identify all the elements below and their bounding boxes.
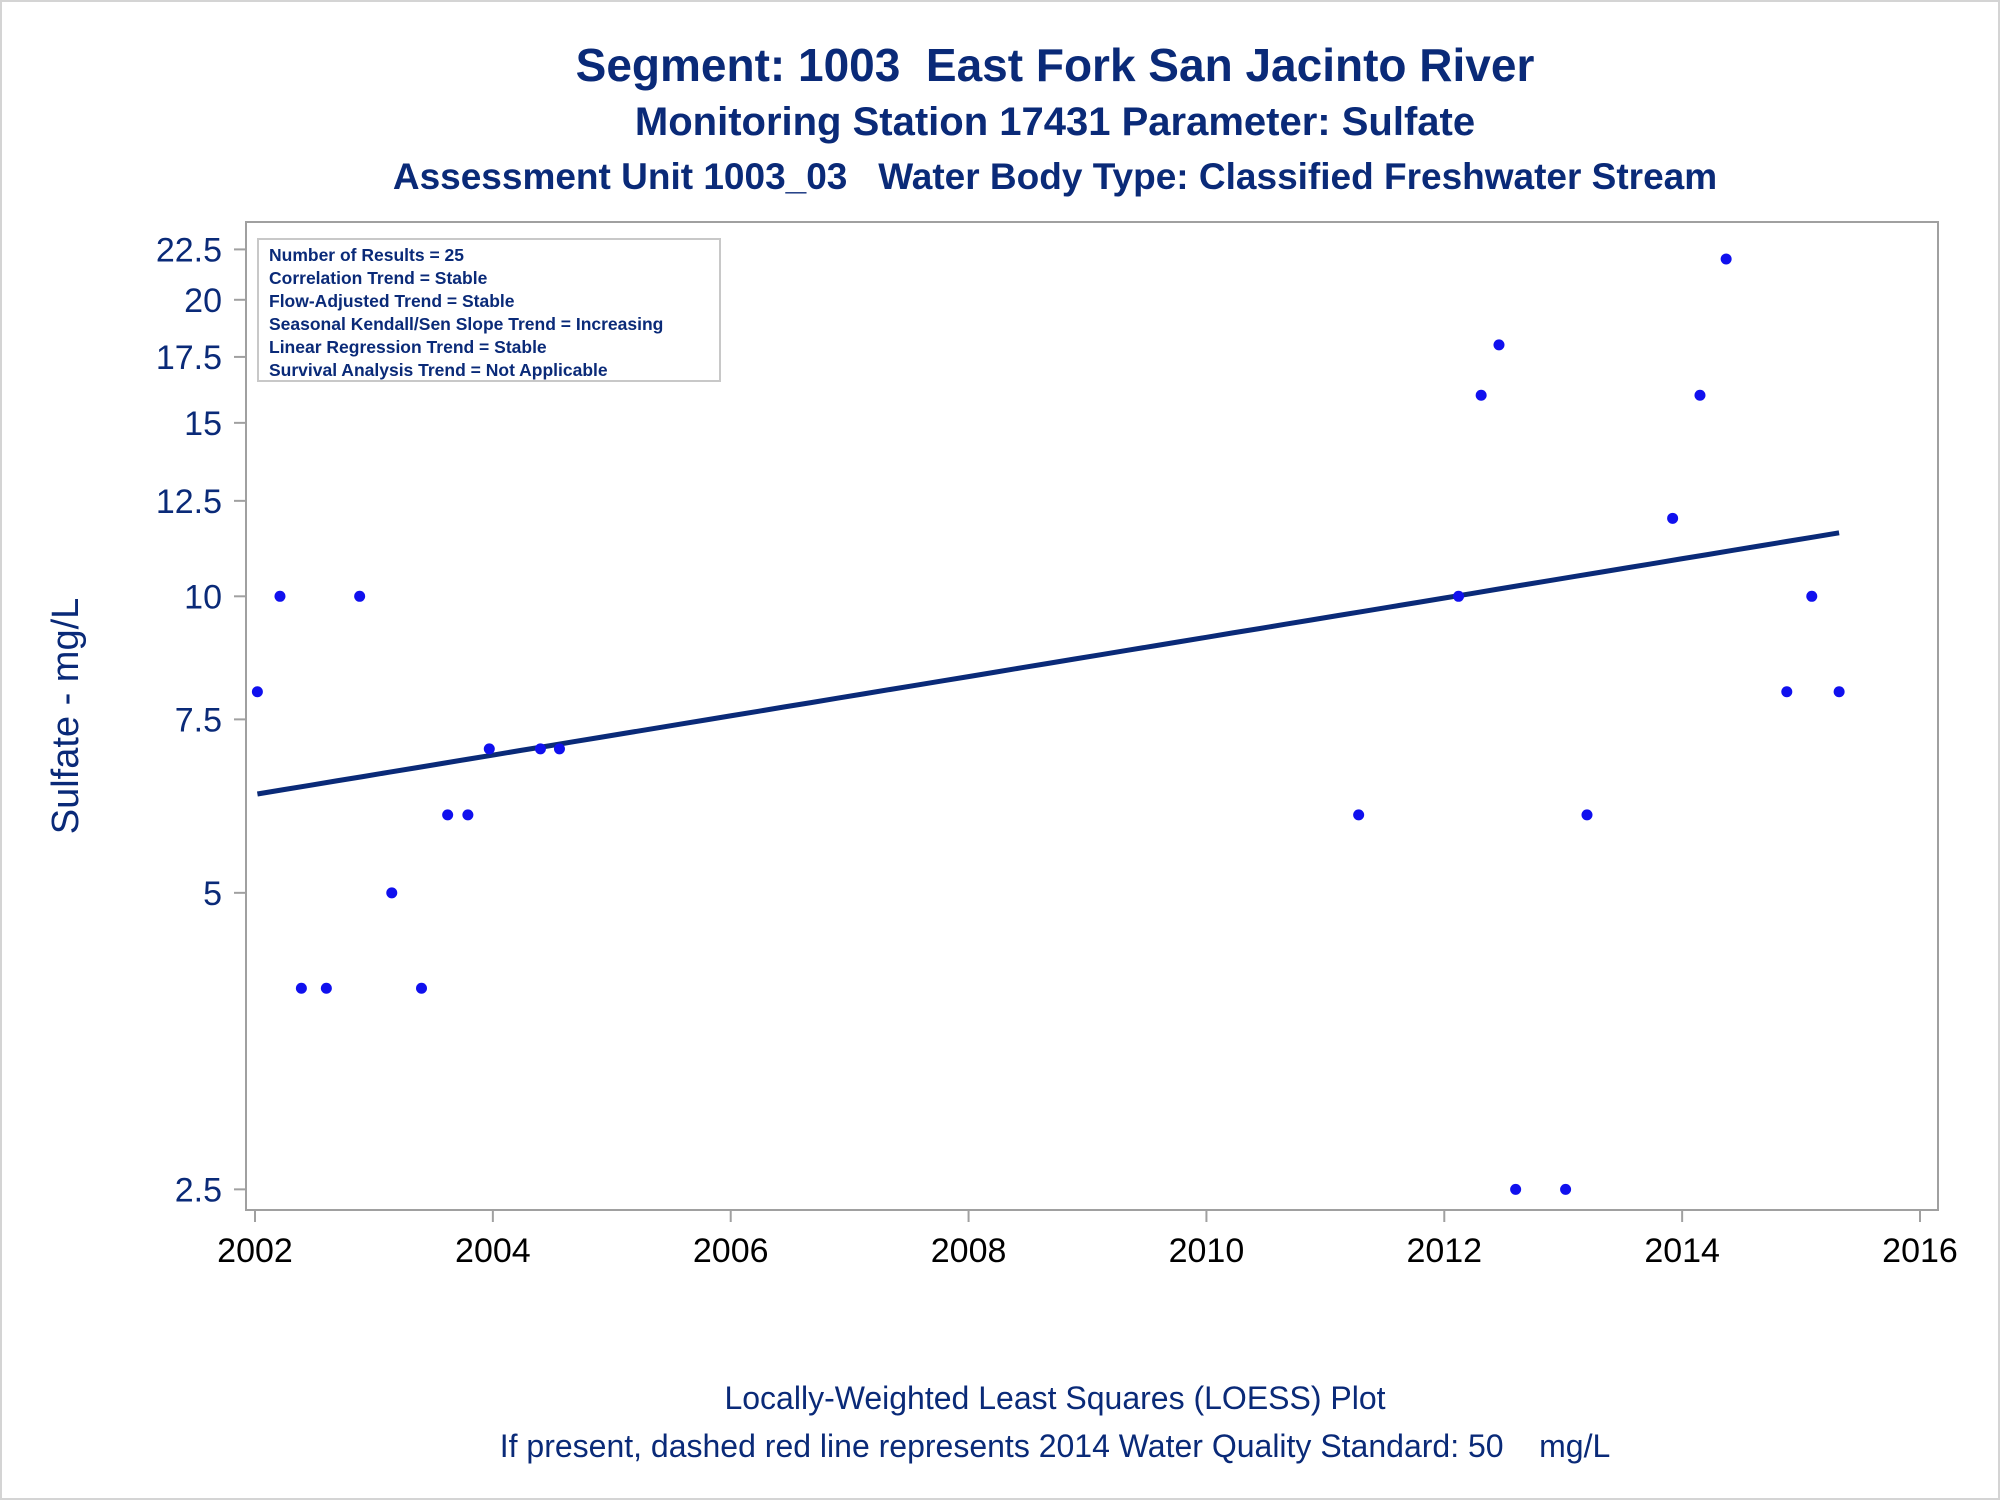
y-axis: 2.5 5 7.5 10 12.5 15 17.5 20 22.5 [156, 231, 246, 1209]
data-point [354, 590, 366, 602]
trend-line-group [256, 530, 1840, 797]
footnote-standard: If present, dashed red line represents 2… [499, 1428, 1611, 1464]
data-point [1806, 590, 1818, 602]
data-point [1475, 389, 1487, 401]
data-point [1667, 512, 1679, 524]
chart-title: Segment: 1003 East Fork San Jacinto Rive… [575, 39, 1535, 91]
y-tick-label: 15 [184, 405, 222, 443]
data-point [386, 887, 398, 899]
stats-line-regression: Linear Regression Trend = Stable [269, 337, 547, 357]
data-point [251, 686, 263, 698]
chart-subtitle-station: Monitoring Station 17431 Parameter: Sulf… [634, 100, 1476, 144]
y-axis-label: Sulfate - mg/L [45, 598, 87, 835]
x-tick-label: 2006 [693, 1232, 769, 1270]
data-point [1581, 809, 1593, 821]
y-tick-label: 20 [184, 282, 222, 320]
data-point [1510, 1183, 1522, 1195]
x-tick-label: 2002 [217, 1232, 293, 1270]
data-point [1720, 253, 1732, 265]
data-point [1453, 590, 1465, 602]
x-tick-label: 2016 [1882, 1232, 1958, 1270]
stats-line-flow: Flow-Adjusted Trend = Stable [269, 291, 515, 311]
data-point [320, 982, 332, 994]
footnote-loess: Locally-Weighted Least Squares (LOESS) P… [724, 1380, 1386, 1416]
y-tick-label: 2.5 [175, 1171, 222, 1209]
y-tick-label: 17.5 [156, 339, 222, 377]
chart-subtitle-assessment: Assessment Unit 1003_03 Water Body Type:… [392, 156, 1718, 197]
y-tick-label: 22.5 [156, 231, 222, 269]
x-tick-label: 2008 [931, 1232, 1007, 1270]
data-point [534, 743, 546, 755]
data-points [251, 253, 1845, 1195]
data-point [1493, 339, 1505, 351]
loess-trend-line [256, 530, 1840, 797]
data-point [1781, 686, 1793, 698]
x-tick-label: 2014 [1644, 1232, 1720, 1270]
stats-line-correlation: Correlation Trend = Stable [269, 268, 488, 288]
y-tick-label: 10 [184, 578, 222, 616]
data-point [1833, 686, 1845, 698]
data-point [462, 809, 474, 821]
data-point [416, 982, 427, 994]
y-tick-label: 5 [203, 875, 222, 913]
data-point [442, 809, 454, 821]
data-point [1353, 809, 1365, 821]
stats-line-results: Number of Results = 25 [269, 245, 464, 265]
data-point [553, 743, 565, 755]
data-point [274, 590, 286, 602]
data-point [1560, 1183, 1572, 1195]
stats-box-border [257, 238, 721, 382]
stats-line-survival: Survival Analysis Trend = Not Applicable [269, 360, 608, 380]
data-point [1694, 389, 1706, 401]
stats-line-kendall: Seasonal Kendall/Sen Slope Trend = Incre… [269, 314, 663, 334]
stats-box: Number of Results = 25 Correlation Trend… [257, 238, 721, 382]
y-tick-label: 12.5 [156, 483, 222, 521]
x-tick-label: 2010 [1169, 1232, 1245, 1270]
data-point [295, 982, 307, 994]
data-point [483, 743, 495, 755]
y-tick-label: 7.5 [175, 701, 222, 739]
x-tick-label: 2012 [1406, 1232, 1482, 1270]
x-tick-label: 2004 [455, 1232, 531, 1270]
plot-area [245, 221, 1939, 1211]
x-axis: 2002 2004 2006 2008 2010 2012 2014 2016 [217, 1210, 1958, 1270]
